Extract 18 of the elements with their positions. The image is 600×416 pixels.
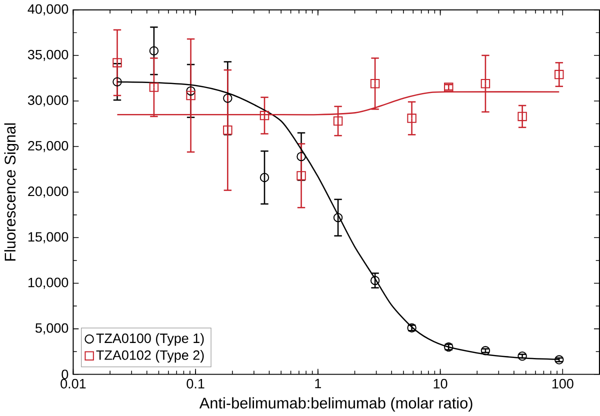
- y-tick-label: 5,000: [35, 323, 68, 334]
- y-tick-label: 15,000: [28, 232, 68, 244]
- y-tick-label: 35,000: [28, 50, 68, 62]
- y-axis-title: Fluorescence Signal: [4, 123, 19, 261]
- y-tick-label: 20,000: [28, 186, 68, 198]
- legend-label: TZA0100 (Type 1): [96, 333, 204, 346]
- y-tick-label: 10,000: [28, 278, 68, 289]
- y-tick-label: 40,000: [28, 4, 68, 16]
- x-tick-label: 0.1: [186, 378, 204, 389]
- x-axis-title: Anti-belimumab:belimumab (molar ratio): [199, 397, 472, 412]
- y-tick-label: 25,000: [28, 141, 68, 152]
- legend-label: TZA0102 (Type 2): [96, 350, 204, 363]
- x-tick-label: 100: [552, 378, 574, 389]
- x-tick-label: 10: [434, 378, 448, 389]
- y-tick-label: 30,000: [28, 95, 68, 107]
- x-tick-label: 0.01: [60, 378, 86, 389]
- y-tick-label: 0: [62, 370, 68, 380]
- x-tick-label: 1: [315, 378, 322, 388]
